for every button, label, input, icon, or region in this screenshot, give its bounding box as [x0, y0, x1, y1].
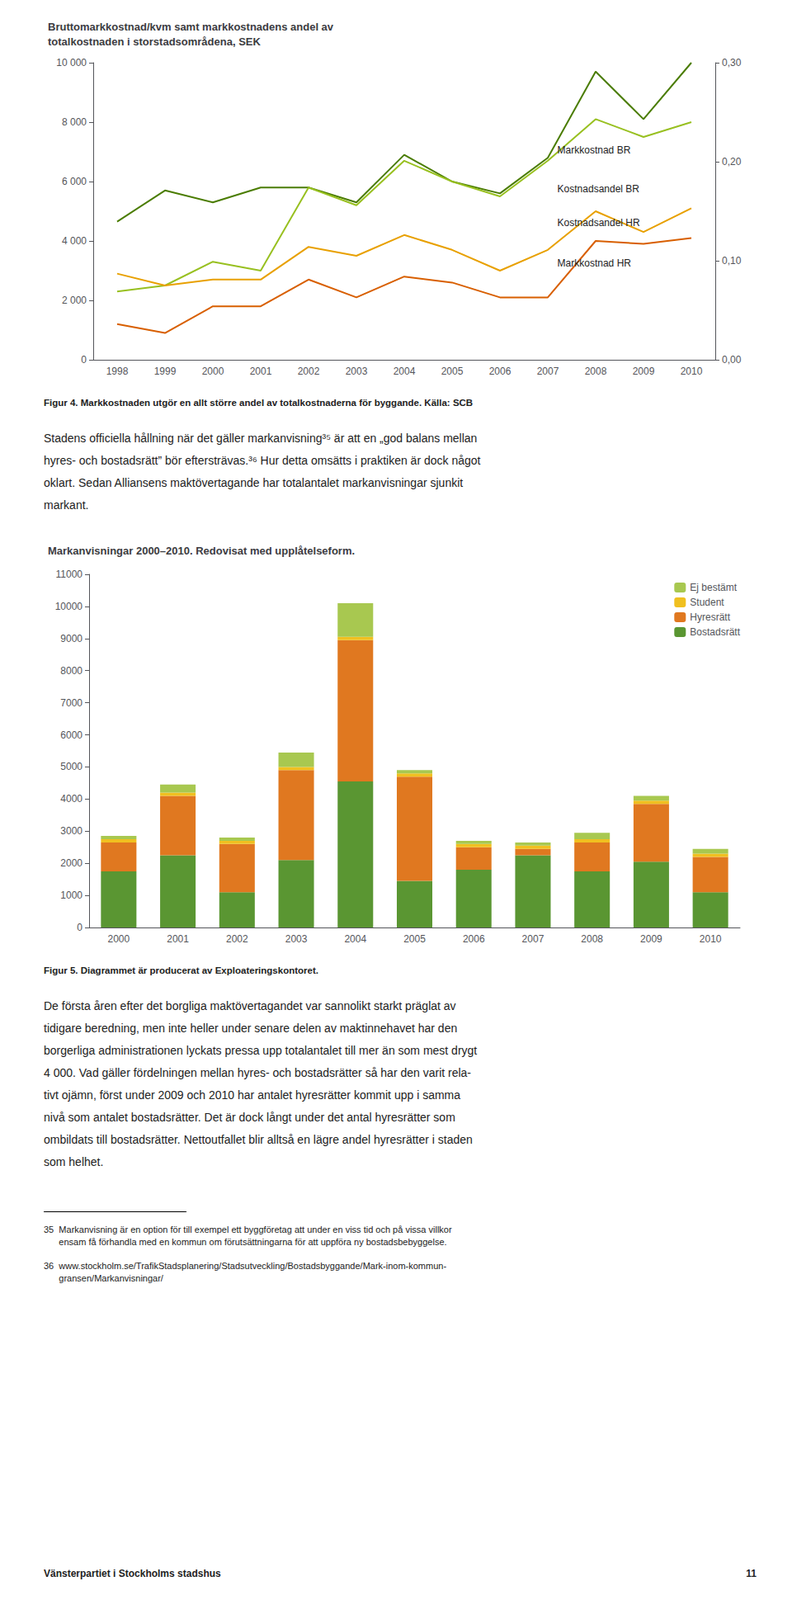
svg-text:2002: 2002: [226, 933, 249, 945]
svg-text:Kostnadsandel HR: Kostnadsandel HR: [557, 216, 641, 229]
html-text:Vänsterpartiet i Stockholms st: Vänsterpartiet i Stockholms stadshus: [43, 1567, 221, 1580]
svg-text:2003: 2003: [285, 933, 308, 945]
html-text:tivt ojämn, först under 2009 o: tivt ojämn, först under 2009 och 2010 ha…: [43, 1088, 461, 1102]
html-text:Figur 4. Markkostnaden utgör e: Figur 4. Markkostnaden utgör en allt stö…: [43, 397, 473, 408]
svg-text:2001: 2001: [249, 365, 273, 378]
html-text:som helhet.: som helhet.: [43, 1155, 104, 1169]
svg-text:11000: 11000: [56, 568, 84, 580]
svg-text:1998: 1998: [106, 365, 129, 378]
svg-text:7000: 7000: [60, 697, 83, 709]
html-text:36 www.stockholm.se/TrafikStad: 36 www.stockholm.se/TrafikStadsplanering…: [43, 1260, 447, 1283]
html-text:markant.: markant.: [43, 498, 89, 512]
svg-text:2007: 2007: [522, 933, 545, 945]
svg-text:2003: 2003: [345, 365, 368, 378]
svg-text:Markkostnad HR: Markkostnad HR: [557, 257, 632, 269]
html-text:Stadens officiella hållning nä: Stadens officiella hållning när det gäll…: [43, 431, 478, 445]
svg-text:5000: 5000: [60, 760, 83, 773]
html-text:ombildats till bostadsrätter.: ombildats till bostadsrätter. Nettoutfal…: [43, 1132, 473, 1146]
svg-text:6000: 6000: [60, 729, 83, 741]
svg-text:Markkostnad BR: Markkostnad BR: [557, 144, 632, 156]
svg-text:0,30: 0,30: [721, 56, 742, 69]
svg-text:2001: 2001: [166, 933, 189, 945]
html-text:nivå som antalet bostadsrätter: nivå som antalet bostadsrätter. Det är d…: [43, 1110, 456, 1124]
svg-text:4 000: 4 000: [61, 235, 87, 247]
html-text:hyres- och bostadsrätt” bör ef: hyres- och bostadsrätt” bör eftersträvas…: [43, 453, 481, 467]
svg-text:2010: 2010: [680, 365, 703, 378]
svg-text:Bostadsrätt: Bostadsrätt: [689, 626, 741, 638]
svg-text:0,20: 0,20: [721, 155, 742, 168]
svg-text:Hyresrätt: Hyresrätt: [689, 611, 731, 623]
svg-text:2009: 2009: [632, 365, 656, 378]
svg-text:Markanvisningar 2000–2010. Red: Markanvisningar 2000–2010. Redovisat med…: [47, 544, 355, 557]
svg-text:3000: 3000: [60, 825, 83, 837]
html-text:oklart. Sedan Alliansens maktö: oklart. Sedan Alliansens maktövertagande…: [43, 476, 463, 490]
html-text:11: 11: [746, 1567, 757, 1580]
svg-text:2 000: 2 000: [61, 294, 87, 307]
svg-text:0: 0: [80, 353, 87, 366]
svg-text:4000: 4000: [60, 792, 83, 805]
svg-text:10000: 10000: [55, 600, 84, 613]
svg-text:2000: 2000: [108, 933, 131, 945]
svg-text:6 000: 6 000: [61, 175, 87, 188]
svg-text:2000: 2000: [202, 365, 225, 378]
svg-text:2006: 2006: [489, 365, 512, 378]
html-text:4 000. Vad gäller fördelningen: 4 000. Vad gäller fördelningen mellan hy…: [43, 1065, 472, 1080]
svg-text:Student: Student: [689, 596, 725, 609]
svg-text:0: 0: [76, 921, 83, 934]
svg-text:Kostnadsandel BR: Kostnadsandel BR: [557, 183, 641, 195]
svg-text:0,00: 0,00: [721, 353, 742, 366]
svg-text:2000: 2000: [60, 857, 83, 869]
html-text:borgerliga administrationen ly: borgerliga administrationen lyckats pres…: [43, 1043, 478, 1057]
svg-text:2009: 2009: [640, 933, 663, 945]
svg-text:2004: 2004: [344, 933, 367, 945]
html-text:Figur 5. Diagrammet är produce: Figur 5. Diagrammet är producerat av Exp…: [43, 965, 319, 976]
svg-text:2004: 2004: [393, 365, 416, 378]
svg-text:2005: 2005: [403, 933, 426, 945]
svg-text:2008: 2008: [584, 365, 608, 378]
svg-text:2007: 2007: [537, 365, 560, 378]
svg-text:8000: 8000: [60, 664, 83, 677]
svg-text:8 000: 8 000: [61, 116, 87, 128]
html-text:35 Markanvisning är en option: 35 Markanvisning är en option för till e…: [43, 1224, 452, 1247]
svg-text:Bruttomarkkostnad/kvm samt mar: Bruttomarkkostnad/kvm samt markkostnaden…: [47, 20, 335, 33]
svg-text:2002: 2002: [297, 365, 321, 378]
svg-text:0,10: 0,10: [721, 254, 742, 267]
svg-text:2005: 2005: [441, 365, 464, 378]
svg-text:2010: 2010: [699, 933, 722, 945]
svg-text:2008: 2008: [580, 933, 604, 945]
html-text:tidigare beredning, men inte h: tidigare beredning, men inte heller unde…: [43, 1021, 458, 1035]
svg-text:9000: 9000: [60, 632, 83, 645]
svg-text:1999: 1999: [154, 365, 177, 378]
svg-text:1000: 1000: [60, 889, 83, 901]
svg-text:10 000: 10 000: [56, 56, 87, 69]
html-text:De första åren efter det borgl: De första åren efter det borgliga maktöv…: [43, 999, 456, 1013]
svg-text:Ej bestämt: Ej bestämt: [689, 581, 737, 594]
svg-text:totalkostnaden i storstadsområ: totalkostnaden i storstadsområdena, SEK: [47, 35, 262, 48]
svg-text:2006: 2006: [462, 933, 486, 945]
